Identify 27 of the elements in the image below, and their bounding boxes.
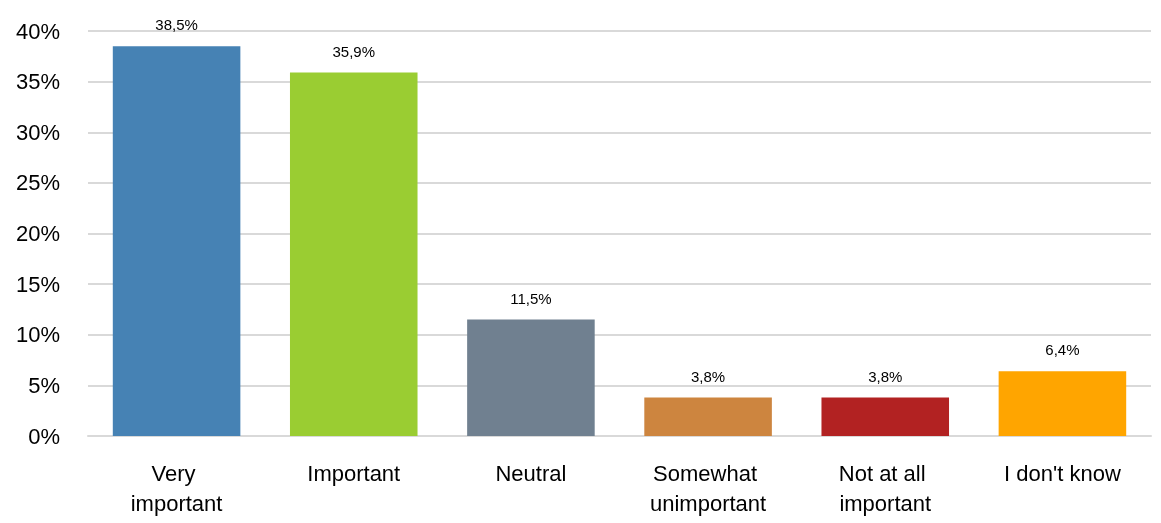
y-tick-label: 25%: [15, 170, 60, 196]
y-tick-label: 20%: [15, 221, 60, 246]
bar: [821, 397, 950, 436]
y-tick-label: 35%: [15, 69, 60, 95]
bar: [644, 397, 772, 436]
y-tick-label: 15%: [15, 271, 60, 297]
data-label: 35,9%: [332, 42, 376, 60]
y-tick-label: 40%: [15, 18, 60, 44]
x-tick-label: Somewhat unimportant: [649, 460, 767, 516]
y-tick-label: 30%: [15, 119, 60, 145]
y-tick-label: 5%: [28, 372, 60, 398]
bar: [112, 46, 241, 436]
data-label: 3,8%: [868, 367, 903, 385]
data-label: 38,5%: [155, 16, 198, 34]
y-tick-label: 10%: [15, 322, 60, 348]
data-label: 3,8%: [690, 367, 726, 385]
bar: [998, 371, 1127, 436]
bar: [467, 319, 595, 436]
x-tick-label: Very important: [130, 460, 223, 516]
bar: [289, 72, 418, 436]
data-label: 11,5%: [510, 289, 552, 307]
x-tick-label: I don't know: [1004, 460, 1121, 486]
data-label: 6,4%: [1045, 341, 1080, 359]
x-tick-label: Important: [307, 460, 401, 486]
y-tick-label: 0%: [28, 423, 60, 449]
x-tick-label: Not at all important: [838, 460, 932, 516]
x-tick-label: Neutral: [495, 460, 567, 486]
